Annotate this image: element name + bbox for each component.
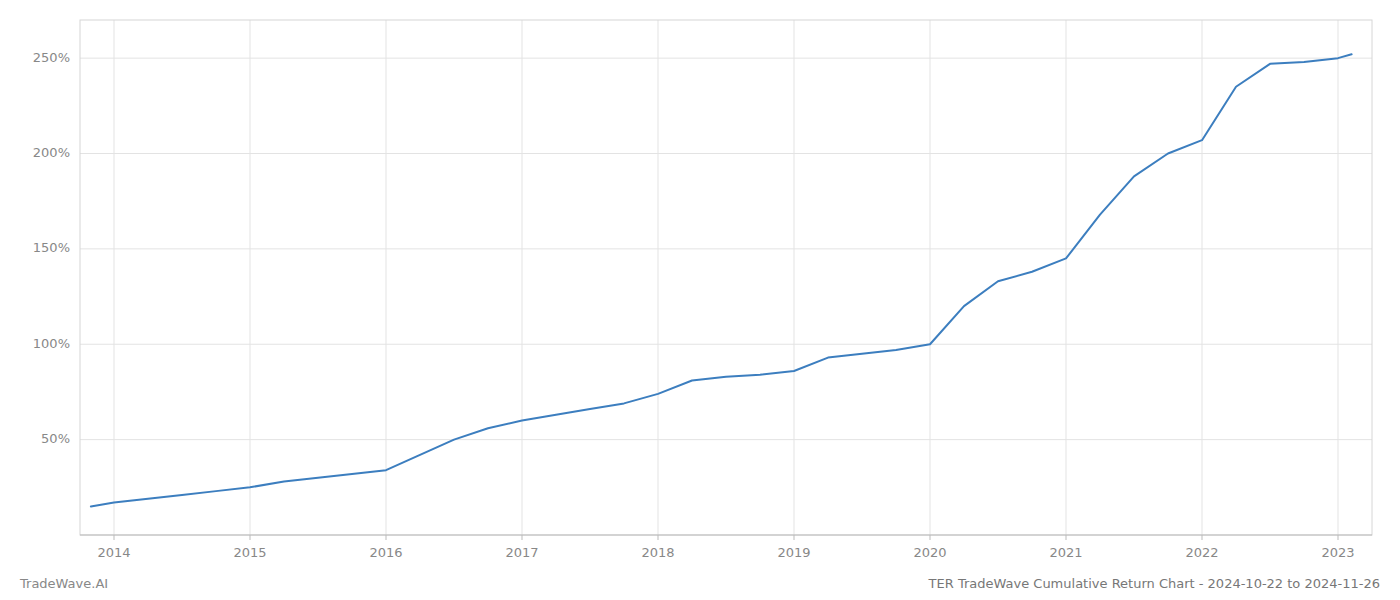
- x-tick-label: 2022: [1185, 545, 1218, 560]
- x-tick: [658, 535, 659, 540]
- y-grid-line: [80, 58, 1372, 59]
- y-tick-label: 100%: [33, 336, 70, 351]
- x-tick: [1066, 535, 1067, 540]
- x-grid-line: [114, 20, 115, 535]
- x-grid-line: [1338, 20, 1339, 535]
- title: TER TradeWave Cumulative Return Chart - …: [928, 576, 1380, 591]
- x-tick: [794, 535, 795, 540]
- watermark: TradeWave.AI: [19, 576, 108, 591]
- x-grid-line: [522, 20, 523, 535]
- x-tick-label: 2023: [1321, 545, 1354, 560]
- x-grid-line: [794, 20, 795, 535]
- x-tick: [386, 535, 387, 540]
- x-tick-label: 2020: [913, 545, 946, 560]
- y-tick-label: 50%: [41, 431, 70, 446]
- x-tick: [114, 535, 115, 540]
- x-grid-line: [386, 20, 387, 535]
- chart: 50% 100% 150% 200% 250% 2014 2015 2016 2017 2018 2…: [0, 0, 1400, 600]
- x-tick-label: 2017: [505, 545, 538, 560]
- x-grid-line: [250, 20, 251, 535]
- grid: [80, 20, 1372, 535]
- x-tick-label: 2015: [233, 545, 266, 560]
- x-tick-label: 2014: [97, 545, 130, 560]
- x-grid-line: [930, 20, 931, 535]
- x-tick: [1338, 535, 1339, 540]
- plot-data: [91, 54, 1352, 506]
- return-line: [91, 54, 1352, 506]
- x-tick-label: 2019: [777, 545, 810, 560]
- x-tick: [1202, 535, 1203, 540]
- x-tick: [522, 535, 523, 540]
- x-axis-line: [80, 535, 1372, 536]
- y-grid-line: [80, 344, 1372, 345]
- y-grid-line: [80, 153, 1372, 154]
- y-grid-line: [80, 439, 1372, 440]
- x-grid-line: [1066, 20, 1067, 535]
- x-tick: [250, 535, 251, 540]
- y-grid-line: [80, 248, 1372, 249]
- x-tick-label: 2021: [1049, 545, 1082, 560]
- x-tick-label: 2016: [369, 545, 402, 560]
- x-tick: [930, 535, 931, 540]
- plot-frame: [80, 20, 1372, 535]
- x-grid-line: [1202, 20, 1203, 535]
- x-tick-label: 2018: [641, 545, 674, 560]
- axes: 50% 100% 150% 200% 250% 2014 2015 2016 2017 2018 2…: [33, 50, 1355, 560]
- x-grid-line: [658, 20, 659, 535]
- y-tick-label: 150%: [33, 240, 70, 255]
- y-tick-label: 250%: [33, 50, 70, 65]
- y-tick-label: 200%: [33, 145, 70, 160]
